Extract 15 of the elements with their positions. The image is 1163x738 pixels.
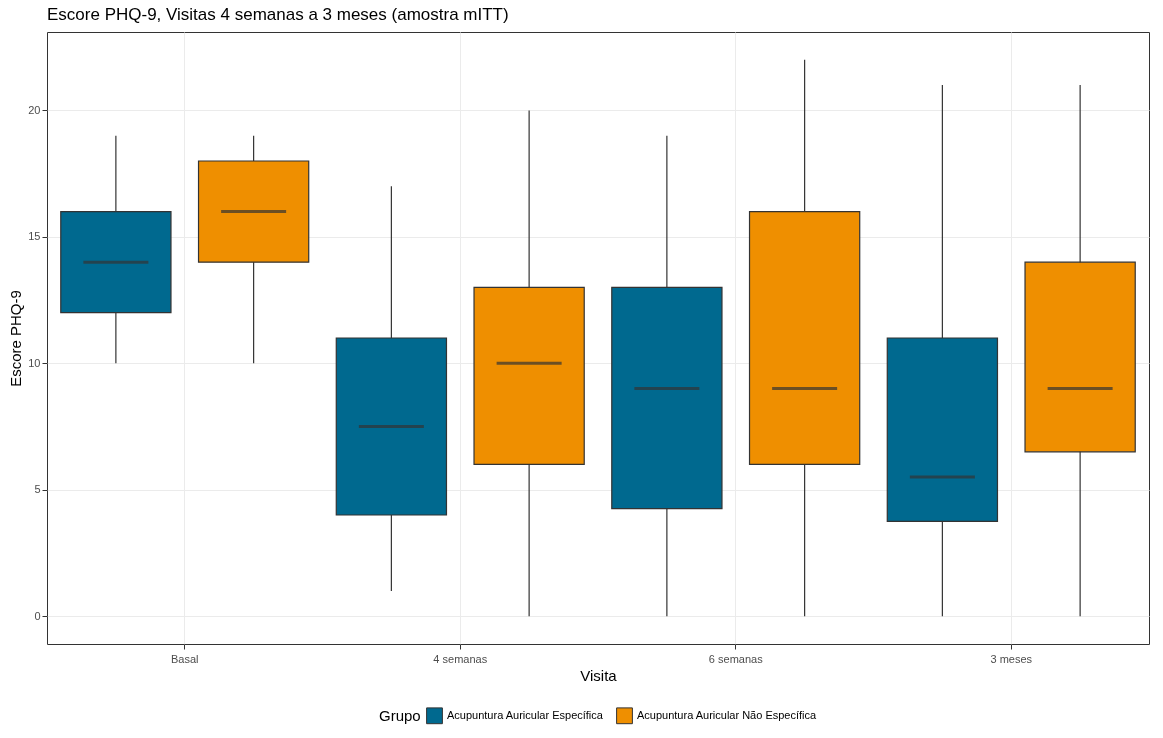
- y-tick-label: 10: [28, 356, 41, 369]
- x-tick-label: 4 semanas: [433, 652, 488, 665]
- y-tick-label: 5: [34, 483, 41, 496]
- x-tick-label: 3 meses: [990, 652, 1033, 665]
- y-tick-label: 0: [34, 609, 41, 622]
- legend-label: Acupuntura Auricular Específica: [447, 708, 604, 721]
- legend-label: Acupuntura Auricular Não Específica: [637, 708, 818, 721]
- x-axis-title: Visita: [580, 666, 618, 684]
- y-tick-label: 20: [28, 103, 41, 116]
- legend-title: Grupo: [379, 707, 421, 724]
- y-tick-label: 15: [28, 230, 41, 243]
- x-tick-label: 6 semanas: [708, 652, 764, 665]
- x-tick-label: Basal: [170, 652, 199, 665]
- y-axis-title: Escore PHQ-9: [7, 290, 25, 387]
- chart-title: Escore PHQ-9, Visitas 4 semanas a 3 meses (amostra mITT): [47, 5, 509, 24]
